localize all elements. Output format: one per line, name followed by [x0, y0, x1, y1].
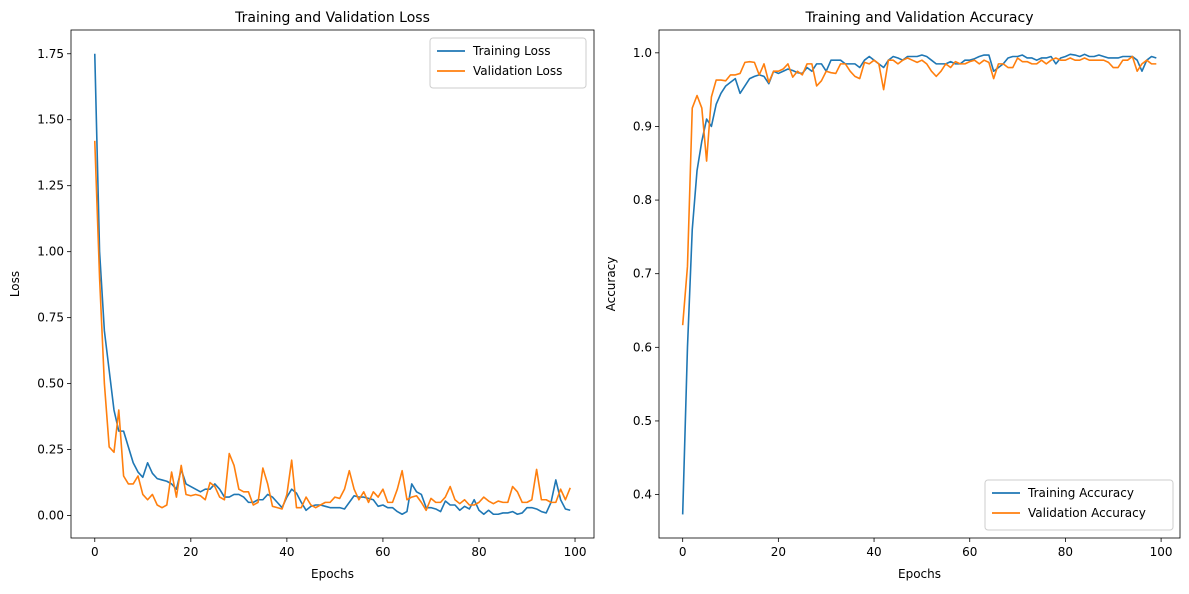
loss-chart-axes-frame [70, 29, 595, 539]
accuracy-chart-lines [681, 53, 1157, 515]
loss-chart-ylabel: Loss [8, 271, 22, 297]
accuracy-ytick-label: 1.0 [633, 46, 652, 60]
loss-ytick-label: 0.50 [37, 377, 64, 391]
loss-ytick-label: 1.25 [37, 179, 64, 193]
loss-legend-label-training: Training Loss [472, 44, 550, 58]
accuracy-legend-label-training: Training Accuracy [1027, 486, 1134, 500]
loss-ytick-label: 0.00 [37, 509, 64, 523]
accuracy-series-validation-line [681, 55, 1157, 326]
loss-chart-ticks: 0 20 40 60 80 100 0.00 0.25 0.50 0.75 1.00 1.25 1.50… [37, 47, 586, 559]
accuracy-xtick-label: 60 [962, 545, 977, 559]
accuracy-ytick-label: 0.8 [633, 193, 652, 207]
accuracy-chart-ticks: 0 20 40 60 80 100 0.4 0.5 0.6 0.7 0.8 0.9 1.0 [633, 46, 1173, 559]
accuracy-ytick-label: 0.9 [633, 119, 652, 133]
loss-chart-lines [93, 53, 571, 516]
loss-chart-legend: Training Loss Validation Loss [429, 37, 587, 89]
loss-series-validation-line [93, 140, 571, 512]
loss-chart: Training and Validation Loss Epochs Loss… [8, 10, 595, 581]
accuracy-xtick-label: 80 [1058, 545, 1073, 559]
accuracy-chart-ylabel: Accuracy [604, 257, 618, 312]
accuracy-series-training-line [681, 53, 1157, 515]
accuracy-ytick-label: 0.4 [633, 488, 652, 502]
loss-xtick-label: 100 [564, 545, 587, 559]
loss-chart-title: Training and Validation Loss [234, 10, 430, 26]
accuracy-xtick-label: 0 [679, 545, 687, 559]
accuracy-chart-title: Training and Validation Accuracy [805, 10, 1034, 26]
accuracy-chart: Training and Validation Accuracy Epochs … [604, 10, 1181, 581]
loss-xtick-label: 60 [375, 545, 390, 559]
accuracy-ytick-label: 0.6 [633, 340, 652, 354]
accuracy-xtick-label: 20 [771, 545, 786, 559]
accuracy-ytick-label: 0.5 [633, 414, 652, 428]
loss-series-training-line [93, 53, 571, 516]
loss-xtick-label: 40 [279, 545, 294, 559]
accuracy-chart-legend: Training Accuracy Validation Accuracy [984, 479, 1174, 531]
loss-ytick-label: 1.50 [37, 113, 64, 127]
loss-xtick-label: 0 [91, 545, 99, 559]
loss-legend-box [429, 37, 587, 89]
accuracy-xtick-label: 40 [866, 545, 881, 559]
loss-xtick-label: 80 [471, 545, 486, 559]
loss-ytick-label: 1.75 [37, 47, 64, 61]
accuracy-chart-axes-frame [658, 29, 1181, 539]
loss-ytick-label: 0.75 [37, 311, 64, 325]
loss-legend-label-validation: Validation Loss [473, 64, 562, 78]
accuracy-legend-label-validation: Validation Accuracy [1028, 506, 1146, 520]
loss-ytick-label: 1.00 [37, 245, 64, 259]
loss-xtick-label: 20 [183, 545, 198, 559]
accuracy-legend-box [984, 479, 1174, 531]
accuracy-ytick-label: 0.7 [633, 267, 652, 281]
accuracy-chart-xlabel: Epochs [898, 567, 941, 581]
accuracy-xtick-label: 100 [1150, 545, 1173, 559]
loss-chart-xlabel: Epochs [311, 567, 354, 581]
loss-ytick-label: 0.25 [37, 443, 64, 457]
